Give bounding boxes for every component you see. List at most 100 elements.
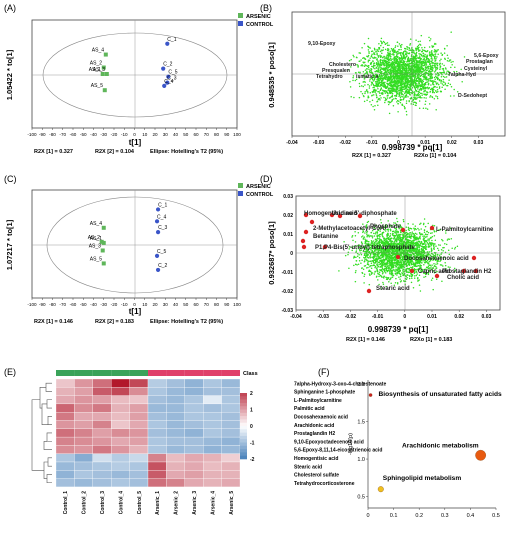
loading-point [401,64,404,66]
loading-point [424,275,427,278]
loading-point [363,275,365,277]
loading-point [384,272,387,274]
loading-point [437,53,439,55]
loading-point [439,71,441,74]
loading-point [389,91,391,93]
loading-point [388,280,390,283]
loading-point [409,38,412,40]
loading-point [396,283,399,285]
loading-point [433,230,436,232]
panel-c-xlabel: t[1] [129,307,142,316]
loading-point [431,59,434,61]
loading-point [348,248,350,250]
loading-point [376,62,378,64]
loading-point [402,81,404,84]
loading-point [391,269,394,272]
loading-point [394,76,396,78]
loading-point [363,78,366,80]
control-point [154,219,160,224]
loading-point [417,65,420,67]
loading-point [407,242,409,244]
loading-point [438,87,441,89]
loading-point [421,269,424,271]
loading-point [370,244,372,247]
loading-point [378,242,380,244]
loading-point [421,270,423,272]
loading-point [399,61,401,64]
loading-point [376,254,378,256]
loading-point [386,60,389,63]
loading-point [446,54,449,57]
loading-point [399,82,402,84]
loading-point [420,228,422,230]
loading-point [362,268,365,270]
b-annotation: Cysteinyl [464,66,488,72]
loading-point [402,261,405,264]
loading-point [402,55,405,57]
x-tick-label: -100 [27,302,37,307]
x-tick-label: -0.02 [340,140,352,146]
panel-d-label: (D) [260,174,273,184]
loading-point [400,264,403,266]
loading-point [439,264,442,266]
loading-point [367,92,369,94]
loading-point [424,56,426,58]
loading-point [403,60,406,63]
loading-point [403,68,405,70]
loading-point [432,88,434,91]
loading-point [370,267,373,270]
loading-point [387,89,389,92]
panel-a-label: (A) [4,3,16,13]
loading-point [389,268,392,270]
loading-point [399,74,402,77]
loading-point [402,90,404,93]
loading-point [413,272,416,275]
loading-point [439,244,441,246]
loading-point [400,75,403,78]
loading-point [419,261,421,264]
loading-point [410,92,412,94]
loading-point [429,95,432,97]
loading-point [442,75,445,78]
loading-point [398,43,401,45]
loading-point [434,49,437,52]
loading-point [377,229,380,232]
loading-point [424,103,426,105]
loading-point [408,81,411,83]
loading-point [395,89,398,91]
loading-point [412,75,414,77]
loading-point [441,71,443,74]
loading-point [399,57,401,60]
loading-point [433,43,436,45]
loading-point [439,68,441,71]
loading-point [357,231,360,234]
loading-point [429,96,431,98]
loading-point [367,37,370,40]
loading-point [373,109,376,111]
loading-point [358,248,361,251]
loading-point [407,271,410,274]
loading-point [399,101,402,104]
loading-point [364,92,366,95]
loading-point [400,87,403,89]
loading-point [416,83,418,85]
loading-point [412,71,415,74]
loading-point [358,257,361,259]
loading-point [368,68,370,70]
loading-point [378,263,380,266]
loading-point [405,247,407,250]
loading-point [377,265,380,268]
loading-point [378,246,381,249]
loading-point [406,89,408,91]
loading-point [425,58,427,61]
loading-point [431,50,433,52]
loading-point [380,254,383,256]
loading-point [385,285,387,288]
loading-point [434,78,436,80]
loading-point [399,266,402,268]
loading-point [404,90,407,93]
loading-point [427,273,430,276]
loading-point [391,61,394,63]
loading-point [395,65,397,68]
x-tick-label: 0.01 [420,140,430,146]
